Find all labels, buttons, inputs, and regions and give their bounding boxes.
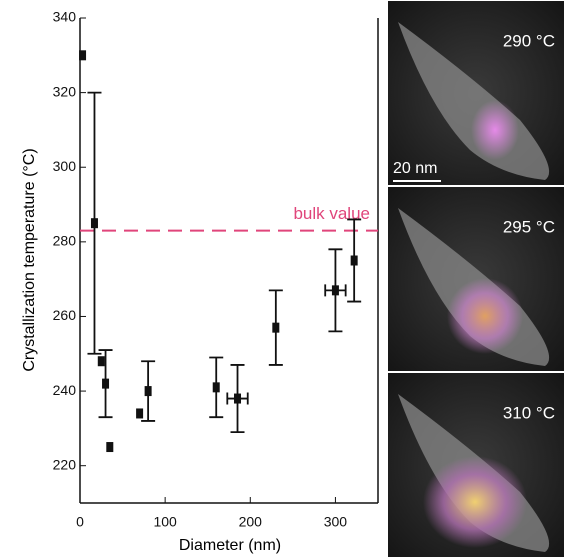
- x-tick-label: 200: [239, 514, 263, 530]
- x-tick-label: 0: [76, 514, 84, 530]
- micrograph: 295 °C: [388, 187, 564, 371]
- x-tick-label: 100: [153, 514, 177, 530]
- marker: [102, 378, 110, 389]
- scale-bar-label: 20 nm: [393, 160, 437, 177]
- marker: [136, 408, 144, 419]
- y-tick-label: 320: [53, 83, 77, 99]
- marker: [272, 322, 280, 333]
- x-axis-label: Diameter (nm): [179, 537, 281, 554]
- marker: [97, 356, 105, 367]
- temperature-label: 290 °C: [503, 31, 555, 50]
- y-tick-label: 340: [53, 9, 77, 25]
- crystal: [447, 278, 523, 354]
- marker: [79, 50, 87, 61]
- marker: [144, 386, 152, 397]
- marker: [234, 393, 242, 404]
- crystal: [423, 456, 527, 548]
- reference-label: bulk value: [293, 204, 370, 223]
- y-tick-label: 240: [53, 382, 77, 398]
- crystal: [471, 100, 519, 160]
- marker: [90, 218, 98, 229]
- y-tick-label: 220: [53, 456, 77, 472]
- y-tick-label: 260: [53, 307, 77, 323]
- micrograph: 290 °C 20 nm: [388, 1, 564, 185]
- marker: [106, 442, 114, 453]
- micrograph: 310 °C: [388, 373, 564, 557]
- y-axis-label: Crystallization temperature (°C): [21, 148, 38, 371]
- y-tick-label: 300: [53, 158, 77, 174]
- temperature-label: 295 °C: [503, 217, 555, 236]
- y-tick-label: 280: [53, 233, 77, 249]
- temperature-label: 310 °C: [503, 403, 555, 422]
- marker: [331, 285, 339, 296]
- marker: [350, 255, 358, 266]
- x-tick-label: 300: [324, 514, 348, 530]
- marker: [212, 382, 220, 393]
